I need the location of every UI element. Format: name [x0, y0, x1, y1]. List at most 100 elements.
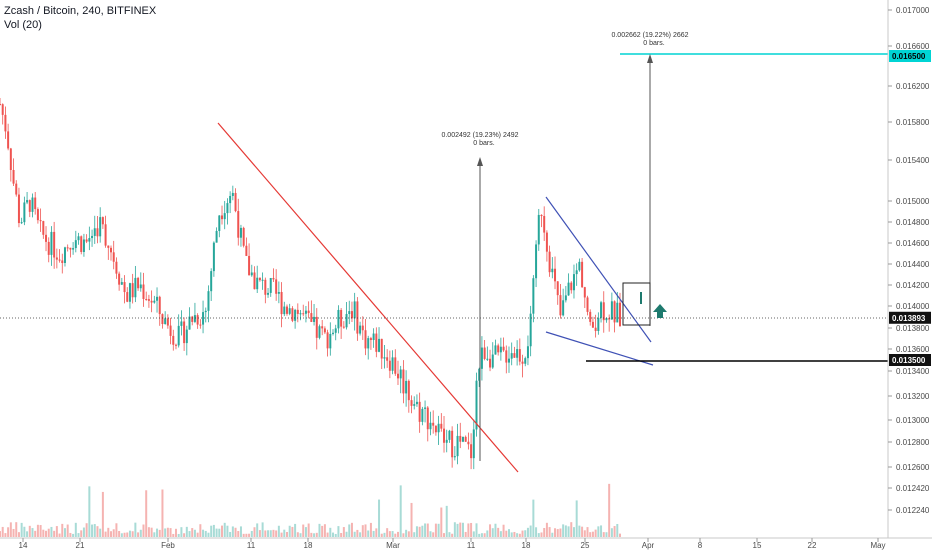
candle-body	[99, 217, 102, 237]
volume-bar	[502, 524, 505, 537]
channel-lower-line[interactable]	[545, 331, 654, 366]
volume-bar	[53, 530, 56, 537]
volume-bar	[199, 524, 202, 537]
volume-bar	[551, 532, 554, 537]
volume-bar	[250, 530, 253, 537]
candle-body	[564, 295, 567, 301]
candle-body	[396, 373, 399, 379]
red-trendline[interactable]	[217, 122, 519, 473]
x-tick-label: May	[870, 541, 885, 550]
volume-bar	[239, 526, 242, 537]
price-label-box	[889, 354, 931, 366]
volume-bar	[581, 526, 584, 537]
volume-bar	[537, 533, 540, 537]
volume-bar	[123, 532, 126, 537]
candle-body	[164, 318, 167, 325]
price-label-box	[889, 50, 931, 62]
volume-bar	[497, 527, 500, 537]
price-axis[interactable]: 0.017000 0.016600 0.016200 0.015800 0.015400…	[888, 6, 930, 515]
candle-body	[267, 292, 270, 295]
x-tick-label: 11	[247, 541, 256, 550]
y-tick-label: 0.017000	[896, 6, 930, 15]
volume-bar	[445, 505, 448, 537]
candle-body	[196, 315, 199, 325]
candle-body	[107, 245, 110, 248]
volume-bar	[4, 533, 7, 537]
volume-bar	[507, 529, 510, 537]
candle-body	[210, 271, 213, 292]
volume-bar	[275, 530, 278, 537]
candle-body	[507, 358, 510, 363]
volume-bar	[280, 532, 283, 537]
time-axis[interactable]: 14 21 Feb 11 18 Mar 11 18 25 Apr 8 15 22 May	[19, 538, 886, 550]
candle-body	[9, 148, 12, 170]
candle-body	[174, 344, 177, 346]
volume-bar	[166, 527, 169, 537]
candle-body	[191, 316, 194, 322]
volume-bar	[91, 524, 94, 537]
volume-bar	[323, 524, 326, 537]
candle-body	[153, 300, 156, 303]
candle-body	[147, 299, 150, 301]
volume-bar	[101, 491, 104, 537]
volume-bar	[237, 531, 240, 537]
price-labels: 0.016500 0.013893 0.013500	[889, 50, 931, 366]
candle-body	[72, 248, 75, 250]
volume-bar	[88, 486, 91, 537]
candle-body	[20, 222, 23, 224]
volume-bar	[204, 530, 207, 537]
volume-bar	[521, 530, 524, 537]
candle-body	[202, 312, 205, 325]
candle-body	[180, 321, 183, 326]
candle-body	[237, 211, 240, 238]
volume-bar	[602, 532, 605, 537]
x-tick-label: 21	[76, 541, 85, 550]
candle-body	[537, 214, 540, 245]
candle-body	[291, 308, 294, 321]
volume-bar	[429, 531, 432, 537]
volume-bar	[66, 524, 69, 537]
volume-bar	[61, 523, 64, 537]
candle-body	[112, 252, 115, 262]
y-tick-label: 0.013400	[896, 367, 930, 376]
candle-body	[80, 236, 83, 252]
candle-body	[424, 407, 427, 409]
volume-bar	[169, 528, 172, 537]
volume-bar	[540, 532, 543, 537]
candle-body	[578, 261, 581, 271]
volume-bar	[258, 530, 261, 537]
candle-body	[570, 282, 573, 291]
volume-bar	[513, 531, 516, 537]
candle-body	[378, 338, 381, 352]
volume-bar	[313, 533, 316, 537]
volume-bar	[348, 524, 351, 537]
candle-body	[156, 296, 159, 301]
volume-bar	[597, 526, 600, 537]
candle-body	[602, 302, 605, 321]
candle-body	[134, 277, 137, 298]
candle-body	[0, 104, 1, 105]
candle-body	[464, 436, 467, 442]
volume-bar	[1, 526, 4, 537]
volume-bar	[491, 528, 494, 537]
volume-bar	[591, 531, 594, 537]
volume-bar	[359, 532, 362, 537]
volume-bar	[402, 533, 405, 537]
volume-bar	[150, 527, 153, 537]
candle-body	[101, 217, 104, 225]
volume-bar	[15, 522, 18, 537]
candle-body	[399, 369, 402, 379]
volume-bar	[28, 525, 31, 537]
candle-body	[150, 300, 153, 303]
candle-body	[139, 284, 142, 289]
candle-body	[310, 313, 313, 322]
breakout-box[interactable]	[622, 282, 651, 326]
volume-bar	[405, 529, 408, 537]
volume-bar	[299, 533, 302, 537]
volume-bar	[139, 529, 142, 537]
candle-body	[594, 327, 597, 332]
candle-body	[521, 361, 524, 364]
candle-body	[413, 404, 416, 406]
candle-body	[445, 439, 448, 443]
